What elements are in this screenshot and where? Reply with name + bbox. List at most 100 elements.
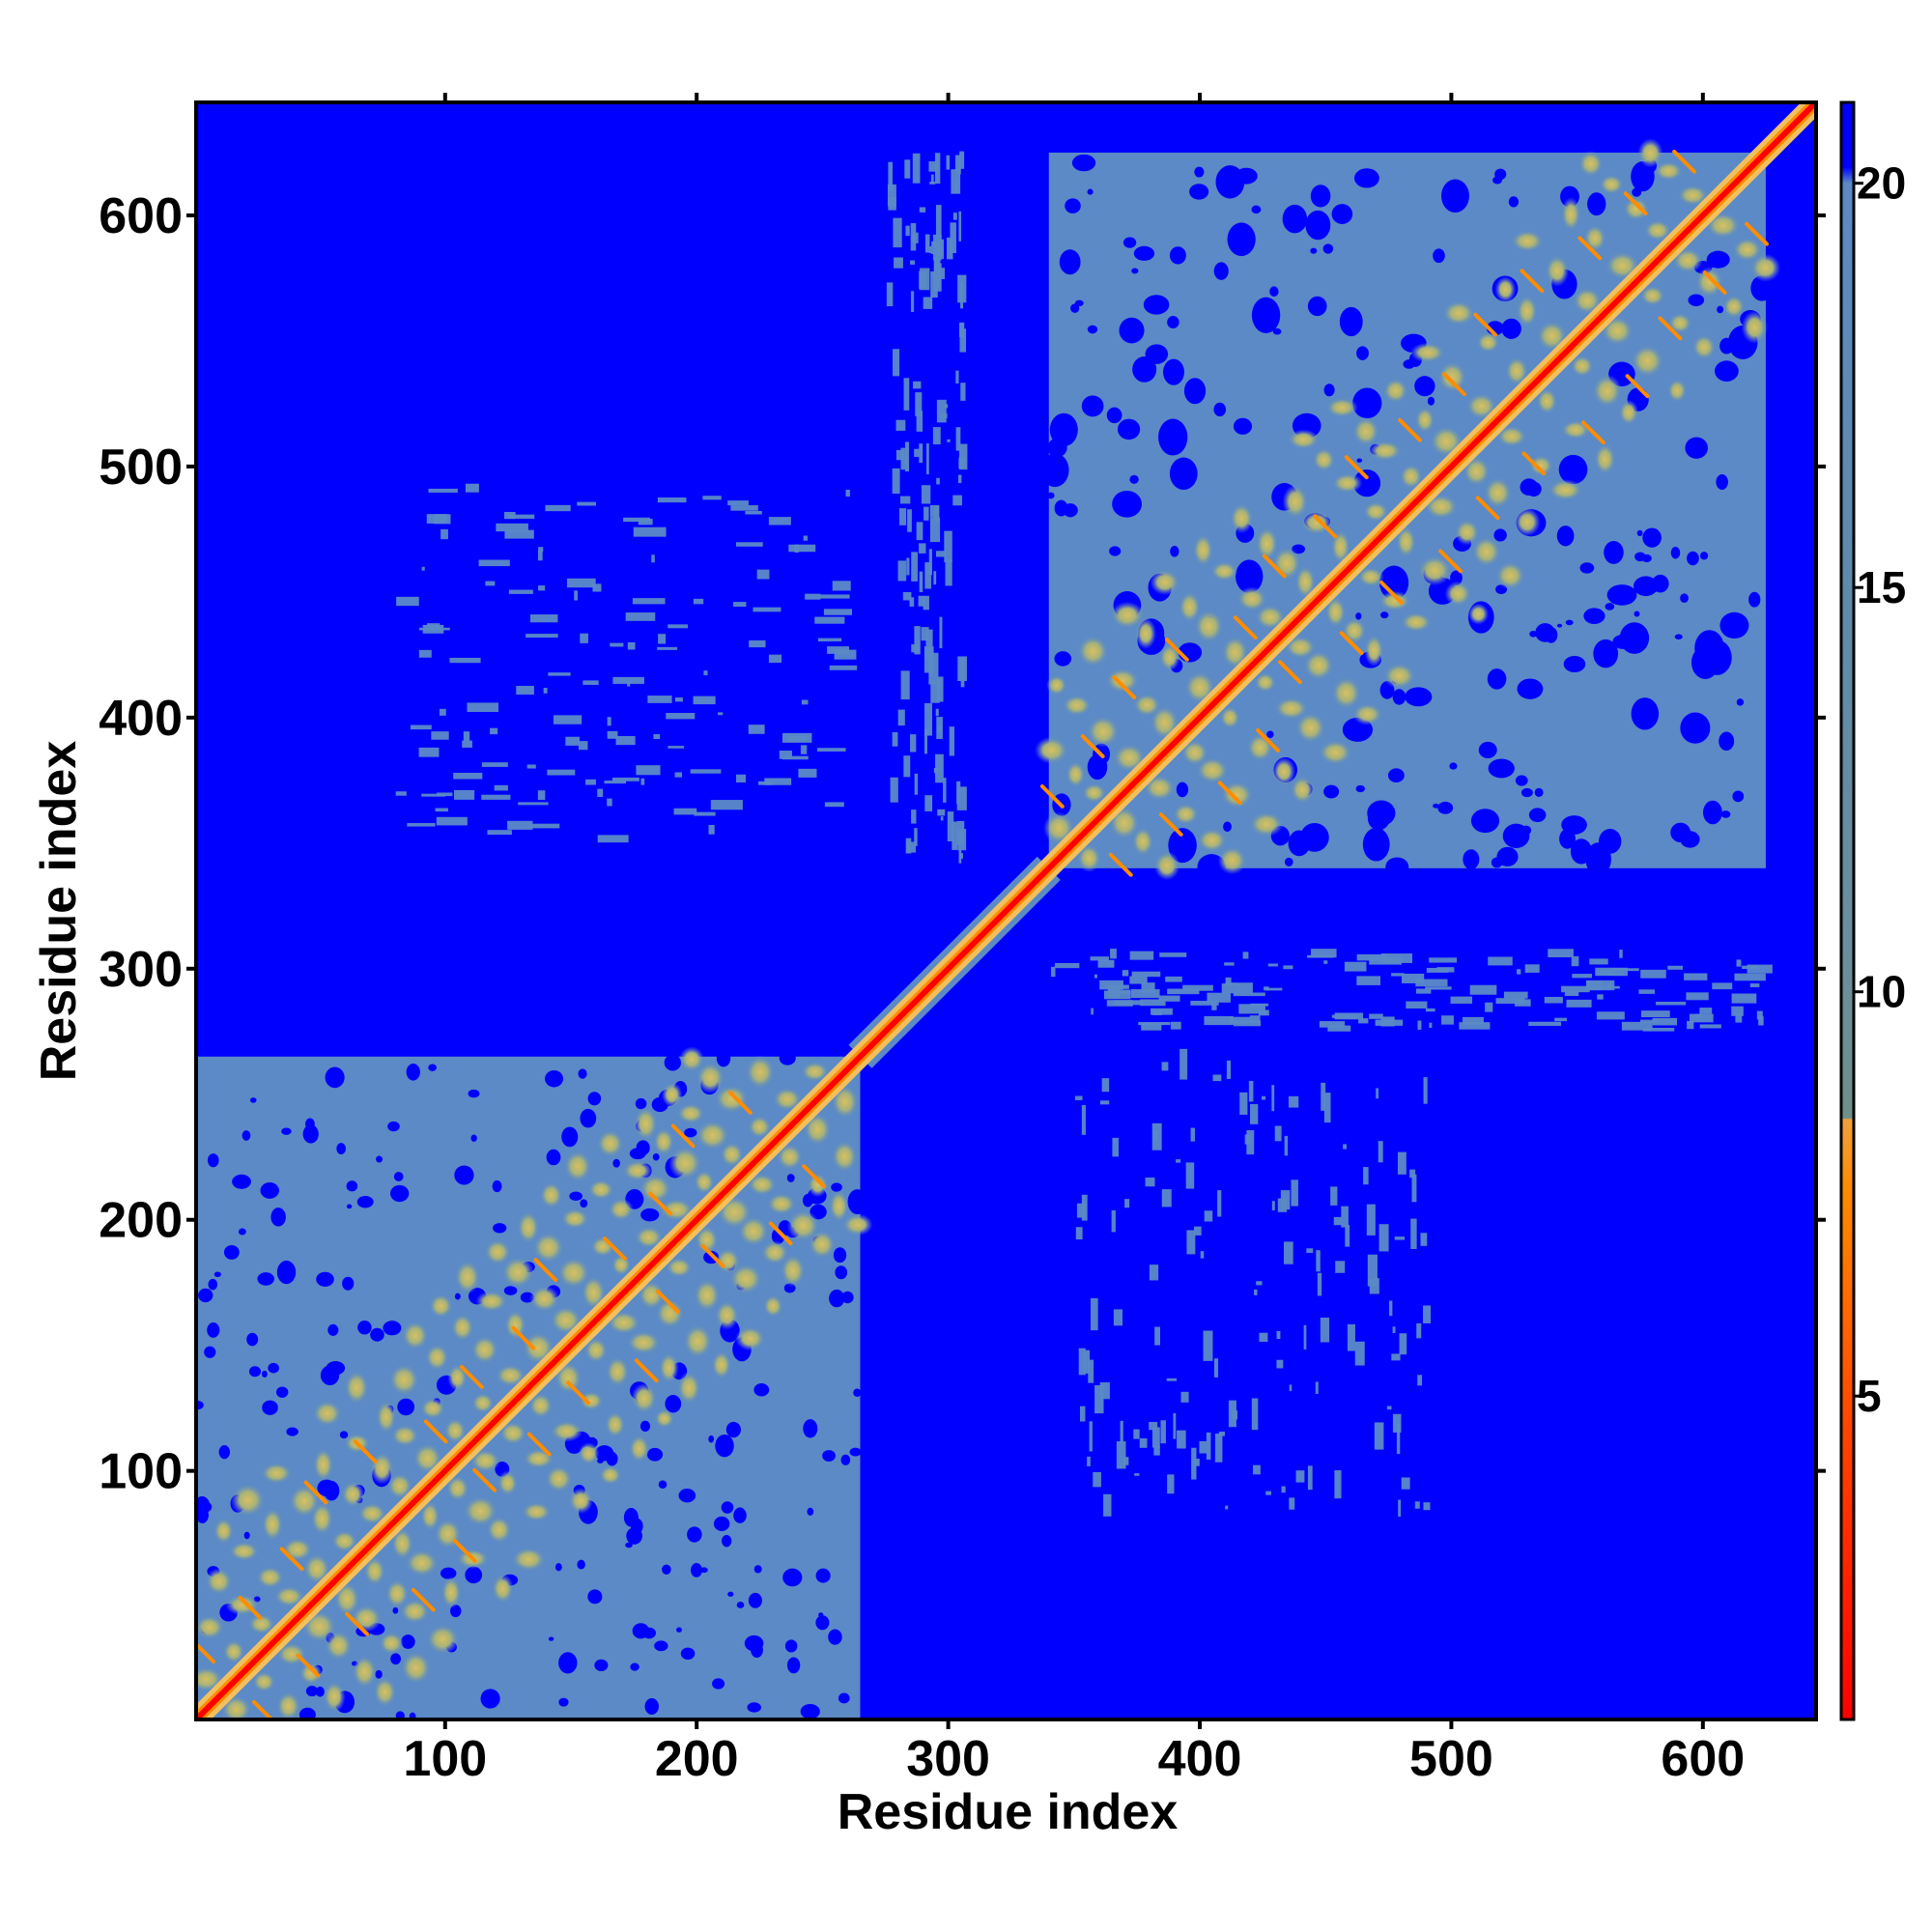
contact-cluster — [1110, 601, 1145, 629]
contact-gap — [722, 1534, 732, 1548]
contact-gap — [342, 1276, 355, 1291]
contact-patch — [1238, 1004, 1265, 1014]
contact-patch — [954, 155, 961, 172]
contact-cluster — [1437, 360, 1467, 393]
contact-gap — [1380, 611, 1389, 619]
colorbar-tick-label: 5 — [1857, 1371, 1882, 1421]
contact-dash — [533, 1258, 558, 1282]
contact-patch — [1390, 973, 1405, 977]
contact-gap — [1106, 407, 1122, 424]
contact-dash — [566, 1380, 590, 1406]
contact-cluster — [1082, 782, 1107, 804]
contact-gap — [1636, 529, 1643, 537]
contact-gap — [652, 1153, 660, 1161]
contact-patch — [958, 211, 962, 242]
contact-cluster — [262, 1507, 284, 1542]
contact-patch — [1261, 1095, 1266, 1100]
contact-gap — [1631, 161, 1655, 192]
contact-cluster — [260, 1463, 293, 1485]
contact-gap — [554, 1563, 562, 1572]
contact-cluster — [401, 1651, 432, 1685]
contact-patch — [1323, 960, 1328, 964]
contact-patch — [1131, 971, 1161, 978]
contact-cluster — [341, 1481, 365, 1508]
contact-gap — [257, 1272, 274, 1286]
contact-dash — [1577, 236, 1603, 261]
contact-gap — [1194, 166, 1205, 178]
contact-gap — [815, 1615, 830, 1631]
contact-patch — [832, 581, 851, 591]
contact-patch — [1161, 1062, 1169, 1071]
contact-gap — [847, 1189, 867, 1215]
contact-patch — [788, 544, 816, 553]
y-tick-label: 500 — [99, 440, 183, 496]
contact-patch — [1213, 1358, 1219, 1378]
contact-patch — [916, 522, 923, 541]
contact-gap — [1352, 387, 1382, 419]
contact-cluster — [470, 1335, 499, 1365]
contact-cluster — [247, 1613, 275, 1634]
contact-patch — [1129, 976, 1148, 984]
contact-patch — [1469, 984, 1497, 995]
contact-cluster — [728, 1264, 763, 1294]
contact-patch — [900, 496, 911, 504]
contact-gap — [1227, 222, 1256, 257]
contact-patch — [1503, 991, 1528, 999]
contact-patch — [1259, 1332, 1268, 1342]
contact-gap — [1040, 453, 1069, 488]
contact-cluster — [1667, 312, 1692, 334]
contact-patch — [1354, 1341, 1365, 1366]
contact-gap — [630, 1662, 639, 1671]
contact-cluster — [401, 1321, 429, 1350]
contact-cluster — [256, 1566, 284, 1589]
contact-patch — [1276, 1359, 1284, 1369]
contact-patch — [1151, 1008, 1173, 1015]
contact-cluster — [1246, 733, 1273, 762]
contact-cluster — [486, 1516, 512, 1544]
contact-gap — [493, 1223, 507, 1234]
contact-cluster — [376, 1400, 397, 1435]
contact-cluster — [1135, 617, 1157, 650]
contact-patch — [566, 578, 596, 588]
contact-patch — [1347, 1323, 1355, 1351]
contact-patch — [577, 501, 596, 506]
contact-patch — [818, 638, 842, 642]
contact-gap — [700, 1567, 708, 1574]
contact-patch — [1524, 964, 1540, 973]
contact-dash — [1039, 783, 1065, 809]
contact-patch — [1221, 983, 1239, 994]
contact-gap — [1680, 712, 1711, 744]
contact-patch — [1081, 1194, 1088, 1221]
contact-gap — [1703, 800, 1722, 825]
contact-gap — [1593, 639, 1619, 668]
contact-patch — [1251, 1398, 1259, 1431]
contact-dash — [296, 1653, 321, 1678]
contact-patch — [1252, 1464, 1261, 1475]
contact-patch — [960, 658, 965, 688]
contact-dash — [1080, 734, 1105, 758]
contact-patch — [1345, 1225, 1350, 1247]
contact-cluster — [1272, 757, 1296, 786]
contact-patch — [910, 223, 917, 251]
contact-gap — [470, 1134, 477, 1142]
contact-patch — [690, 769, 722, 774]
contact-patch — [903, 378, 910, 411]
contact-gap — [1143, 295, 1170, 315]
contact-cluster — [1631, 344, 1664, 378]
contact-patch — [1199, 1440, 1208, 1454]
contact-cluster — [683, 1323, 713, 1359]
contact-patch — [1450, 996, 1473, 1004]
contact-patch — [947, 439, 951, 442]
contact-patch — [1233, 992, 1265, 997]
contact-cluster — [1352, 703, 1383, 725]
colorbar-tick-label: 15 — [1857, 562, 1906, 612]
contact-cluster — [1560, 419, 1591, 440]
contact-gap — [1213, 262, 1229, 280]
contact-cluster — [1536, 387, 1558, 414]
x-tick-label: 400 — [1158, 1731, 1242, 1787]
contact-patch — [919, 270, 927, 290]
contact-patch — [526, 764, 536, 769]
contact-cluster — [1654, 160, 1684, 182]
contact-gap — [580, 1199, 588, 1208]
contact-dash — [411, 1587, 436, 1612]
